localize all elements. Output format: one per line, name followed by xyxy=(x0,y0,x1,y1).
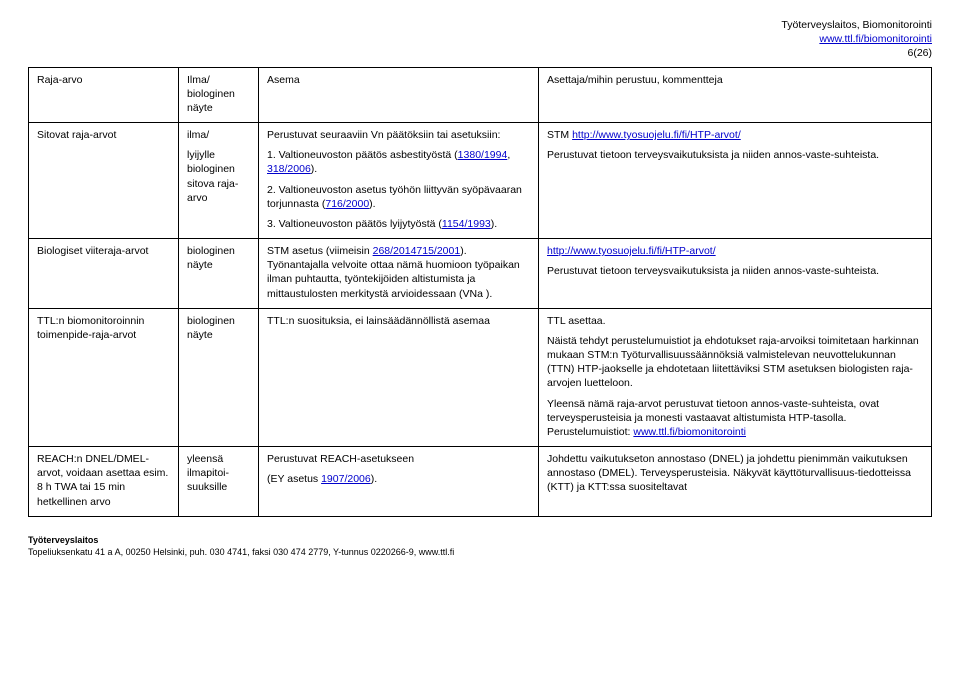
document-page: Työterveyslaitos, Biomonitorointi www.tt… xyxy=(0,0,960,572)
reference-link[interactable]: 716/2000 xyxy=(325,198,369,210)
reference-link[interactable]: 715/2001 xyxy=(416,245,460,257)
reference-link[interactable]: 268/2014 xyxy=(373,245,417,257)
cell-paragraph: (EY asetus 1907/2006). xyxy=(267,472,530,486)
reference-link[interactable]: 1907/2006 xyxy=(321,473,371,485)
page-footer: Työterveyslaitos Topeliuksenkatu 41 a A,… xyxy=(28,535,932,558)
table-cell: Johdettu vaikutukseton annostaso (DNEL) … xyxy=(539,447,932,517)
col-asettaja: Asettaja/mihin perustuu, kommentteja xyxy=(539,67,932,123)
table-cell: Sitovat raja-arvot xyxy=(29,123,179,239)
reference-values-table: Raja-arvo Ilma/ biologinen näyte Asema A… xyxy=(28,67,932,517)
table-cell: yleensä ilmapitoi-suuksille xyxy=(179,447,259,517)
cell-paragraph: TTL asettaa. xyxy=(547,314,923,328)
cell-text: REACH:n DNEL/DMEL-arvot, voidaan asettaa… xyxy=(37,452,170,509)
cell-paragraph: Näistä tehdyt perustelumuistiot ja ehdot… xyxy=(547,334,923,391)
cell-text: biologinen näyte xyxy=(187,314,250,342)
cell-paragraph: STM asetus (viimeisin 268/2014715/2001).… xyxy=(267,244,530,301)
cell-paragraph: Perustuvat REACH-asetukseen xyxy=(267,452,530,466)
table-row: Biologiset viiteraja-arvot biologinen näy… xyxy=(29,239,932,309)
reference-link[interactable]: www.ttl.fi/biomonitorointi xyxy=(633,426,746,438)
cell-paragraph: STM http://www.tyosuojelu.fi/fi/HTP-arvo… xyxy=(547,128,923,142)
page-number: 6(26) xyxy=(907,47,932,59)
cell-text: yleensä ilmapitoi-suuksille xyxy=(187,452,250,495)
footer-org: Työterveyslaitos xyxy=(28,535,932,547)
reference-link[interactable]: 318/2006 xyxy=(267,163,311,175)
table-cell: biologinen näyte xyxy=(179,308,259,446)
cell-paragraph: 3. Valtioneuvoston päätös lyijytyöstä (1… xyxy=(267,217,530,231)
table-cell: biologinen näyte xyxy=(179,239,259,309)
table-cell: STM http://www.tyosuojelu.fi/fi/HTP-arvo… xyxy=(539,123,932,239)
table-row: Sitovat raja-arvot ilma/lyijylle biologin… xyxy=(29,123,932,239)
col-asema: Asema xyxy=(259,67,539,123)
cell-paragraph: Yleensä nämä raja-arvot perustuvat tieto… xyxy=(547,397,923,440)
cell-text: biologinen näyte xyxy=(187,244,250,272)
cell-paragraph: Perustuvat tietoon terveysvaikutuksista … xyxy=(547,148,923,162)
page-header: Työterveyslaitos, Biomonitorointi www.tt… xyxy=(28,18,932,61)
table-row: REACH:n DNEL/DMEL-arvot, voidaan asettaa… xyxy=(29,447,932,517)
table-cell: TTL asettaa. Näistä tehdyt perustelumuist… xyxy=(539,308,932,446)
footer-address: Topeliuksenkatu 41 a A, 00250 Helsinki, … xyxy=(28,547,932,559)
col-raja-arvo: Raja-arvo xyxy=(29,67,179,123)
table-header-row: Raja-arvo Ilma/ biologinen näyte Asema A… xyxy=(29,67,932,123)
reference-link[interactable]: 1154/1993 xyxy=(442,218,491,230)
col-ilma-biologinen: Ilma/ biologinen näyte xyxy=(179,67,259,123)
table-row: TTL:n biomonitoroinnin toimenpide-raja-a… xyxy=(29,308,932,446)
cell-paragraph: TTL:n suosituksia, ei lainsäädännöllistä… xyxy=(267,314,530,328)
table-cell: Perustuvat seuraaviin Vn päätöksiin tai … xyxy=(259,123,539,239)
cell-text: Sitovat raja-arvot xyxy=(37,128,170,142)
reference-link[interactable]: http://www.tyosuojelu.fi/fi/HTP-arvot/ xyxy=(572,129,741,141)
table-cell: REACH:n DNEL/DMEL-arvot, voidaan asettaa… xyxy=(29,447,179,517)
table-cell: TTL:n biomonitoroinnin toimenpide-raja-a… xyxy=(29,308,179,446)
table-cell: ilma/lyijylle biologinen sitova raja-arv… xyxy=(179,123,259,239)
table-cell: TTL:n suosituksia, ei lainsäädännöllistä… xyxy=(259,308,539,446)
reference-link[interactable]: 1380/1994 xyxy=(458,149,508,161)
table-cell: Biologiset viiteraja-arvot xyxy=(29,239,179,309)
cell-paragraph: Perustuvat seuraaviin Vn päätöksiin tai … xyxy=(267,128,530,142)
cell-paragraph: Johdettu vaikutukseton annostaso (DNEL) … xyxy=(547,452,923,495)
cell-text: TTL:n biomonitoroinnin toimenpide-raja-a… xyxy=(37,314,170,342)
table-cell: Perustuvat REACH-asetukseen (EY asetus 19… xyxy=(259,447,539,517)
table-cell: STM asetus (viimeisin 268/2014715/2001).… xyxy=(259,239,539,309)
cell-paragraph: http://www.tyosuojelu.fi/fi/HTP-arvot/ xyxy=(547,244,923,258)
cell-paragraph: 1. Valtioneuvoston päätös asbestityöstä … xyxy=(267,148,530,176)
cell-paragraph: Perustuvat tietoon terveysvaikutuksista … xyxy=(547,264,923,278)
reference-link[interactable]: http://www.tyosuojelu.fi/fi/HTP-arvot/ xyxy=(547,245,716,257)
cell-text: lyijylle biologinen sitova raja-arvo xyxy=(187,148,250,205)
cell-text: Biologiset viiteraja-arvot xyxy=(37,244,170,258)
org-name: Työterveyslaitos, Biomonitorointi xyxy=(781,19,932,31)
table-cell: http://www.tyosuojelu.fi/fi/HTP-arvot/Pe… xyxy=(539,239,932,309)
cell-paragraph: 2. Valtioneuvoston asetus työhön liittyv… xyxy=(267,183,530,211)
header-url[interactable]: www.ttl.fi/biomonitorointi xyxy=(819,33,932,45)
cell-text: ilma/ xyxy=(187,128,250,142)
